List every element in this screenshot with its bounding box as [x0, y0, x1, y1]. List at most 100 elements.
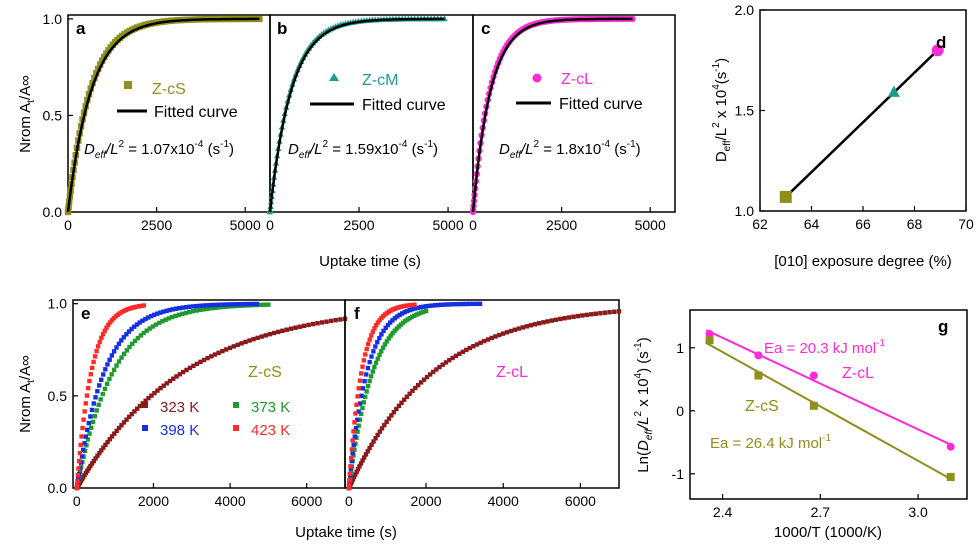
panel-e-s1-point-36: [144, 328, 149, 333]
panel-e-s2-point-64: [234, 302, 240, 307]
panel-f-s1-point-27: [377, 352, 382, 358]
panel-f-s2-point-36: [407, 307, 413, 313]
panel-f-s0-point-21: [375, 432, 380, 438]
panel-c-deff-annotation: Deff/L2 = 1.8x10-4 (s-1): [499, 139, 641, 161]
panel-f-s3-point-5: [348, 455, 354, 461]
panel-f-s2-point-35: [405, 308, 410, 314]
panel-f-s3-point-7: [350, 438, 355, 443]
panel-f-s0-point-46: [443, 360, 449, 365]
legend-e-323: 323 K: [160, 399, 199, 416]
top-y-axis-label: Nrom At/A∞: [17, 75, 37, 153]
ann-b-eff: eff: [299, 150, 311, 161]
ann-a-exp: -4: [195, 139, 204, 150]
panel-e-s0-point-84: [319, 320, 325, 325]
panel-e-s1-point-19: [100, 391, 105, 397]
ann-b-close: ): [433, 141, 438, 158]
panel-e-s0-point-23: [107, 437, 112, 442]
panel-e-s0-point-12: [86, 466, 92, 471]
panel-e-s2-point-59: [215, 302, 221, 307]
panel-e-s1-point-32: [132, 338, 138, 344]
panel-e-s3-point-12: [83, 401, 88, 406]
d-ylabel-exp: 4: [711, 84, 722, 90]
panel-f-s2-point-39: [415, 305, 421, 310]
panel-e-s0-point-75: [280, 328, 285, 333]
panel-f-s2-point-49: [445, 302, 450, 307]
top-ylabel-tail: /A∞: [17, 75, 34, 100]
panel-f-s0-point-27: [389, 413, 394, 418]
panel-e-s1-point-31: [130, 341, 135, 347]
panel-f-s1-point-47: [419, 310, 424, 315]
panel-f-s0-point-41: [427, 372, 433, 377]
ann-a-eff: eff: [95, 150, 107, 161]
panel-e-s1-point-55: [209, 306, 214, 311]
panel-b: 0 2500 5000 b Z-cM Fitted curve Deff/L2 = …: [266, 14, 474, 233]
panel-g: 2.4 2.7 3.0-101 g Ea = 20.3 kJ mol-1 Z-cL …: [633, 309, 968, 541]
panel-g-z-cs-point-3: [946, 472, 955, 481]
panel-f-s2-point-48: [441, 302, 447, 307]
panel-e-s2-point-49: [180, 305, 185, 310]
panel-f-s1-point-44: [411, 313, 417, 318]
panel-e-s2-point-27: [116, 341, 122, 347]
panel-e-s2-point-45: [167, 307, 172, 313]
panel-f-s1-point-35: [392, 328, 397, 334]
ann-b-unit: (s: [407, 141, 424, 158]
ann-a-l: /L: [105, 141, 119, 158]
panel-e-s2-point-26: [114, 345, 119, 350]
panel-g-z-cs-point-2: [809, 401, 818, 410]
panel-f: 0 2000 4000 6000 f Z-cL: [344, 299, 622, 509]
panel-f-s0-point-43: [434, 367, 439, 372]
panel-f-s0-point-86: [602, 310, 608, 315]
panel-c: 0 2500 5000 c Z-cL Fitted curve Deff/L2 = …: [469, 14, 676, 233]
panel-e-s2-point-37: [143, 316, 148, 322]
panel-g-x-axis-label: 1000/T (1000/K): [774, 524, 882, 541]
panel-f-s0-point-48: [450, 355, 455, 361]
panel-f-s2-point-56: [467, 301, 473, 307]
panel-e-s3-point-19: [92, 354, 98, 359]
panel-g-fit-line-z-cl: [705, 329, 955, 448]
panel-e-s2-point-67: [246, 301, 252, 307]
panel-f-s2-point-30: [392, 316, 398, 321]
panel-e-s0-point-31: [126, 414, 132, 420]
panel-e-s0-point-63: [231, 344, 237, 349]
panel-f-s0-point-23: [379, 426, 385, 431]
panel-e-s0-point-88: [338, 317, 343, 322]
g-ylabel-close2: ): [635, 337, 652, 342]
panel-e-s1-point-34: [138, 333, 143, 338]
bottom-y-axis-label: Nrom At/A∞: [17, 355, 37, 433]
ann-b-sq: 2: [322, 139, 328, 150]
panel-e-s3-point-18: [91, 359, 96, 365]
panel-e-s0-point-78: [293, 325, 298, 330]
panel-f-s0-point-22: [377, 429, 383, 434]
panel-g-ytick-label-1: 0: [676, 403, 684, 419]
panel-f-s1-point-45: [414, 312, 419, 317]
panel-e-s1-point-40: [156, 320, 162, 326]
panel-f-s2-point-46: [435, 302, 441, 308]
panel-e-s2-point-34: [134, 322, 140, 327]
panel-e-s2-point-23: [107, 357, 112, 363]
panel-e-s0-point-41: [155, 388, 160, 393]
panel-e-s0-point-77: [288, 326, 294, 331]
panel-e-s0-point-21: [103, 442, 108, 448]
panel-e-s0-point-73: [271, 330, 277, 336]
panel-e-s1-point-56: [213, 305, 218, 310]
panel-f-s2-point-9: [353, 425, 359, 431]
panel-f-xtick-label-3: 6000: [565, 493, 596, 509]
panel-g-frame: [689, 309, 968, 500]
panel-f-s0-point-34: [407, 391, 412, 396]
ann-a-unit: (s: [203, 141, 220, 158]
panel-e-s1-point-46: [176, 312, 182, 318]
panel-b-ticks: 0 2500 5000: [266, 207, 464, 233]
panel-e-s3-point-20: [94, 348, 99, 354]
ann-b-unit-exp: -1: [424, 139, 433, 150]
panel-f-s1-point-43: [409, 314, 415, 320]
panel-e-s2-point-15: [91, 401, 96, 406]
g-ea-zcs-exp: -1: [822, 433, 831, 444]
panel-e-s3-point-24: [100, 331, 106, 337]
panel-e-s0-point-26: [114, 428, 119, 434]
panel-e-s3-point-15: [87, 378, 92, 384]
d-ylabel-d: D: [713, 151, 730, 162]
panel-e-s1-point-43: [166, 316, 172, 321]
panel-e-s0-point-13: [88, 463, 93, 469]
g-ylabel-x: x 10: [635, 378, 652, 411]
svg-text:Deff/L2 x 104(s-1): Deff/L2 x 104(s-1): [711, 58, 733, 162]
